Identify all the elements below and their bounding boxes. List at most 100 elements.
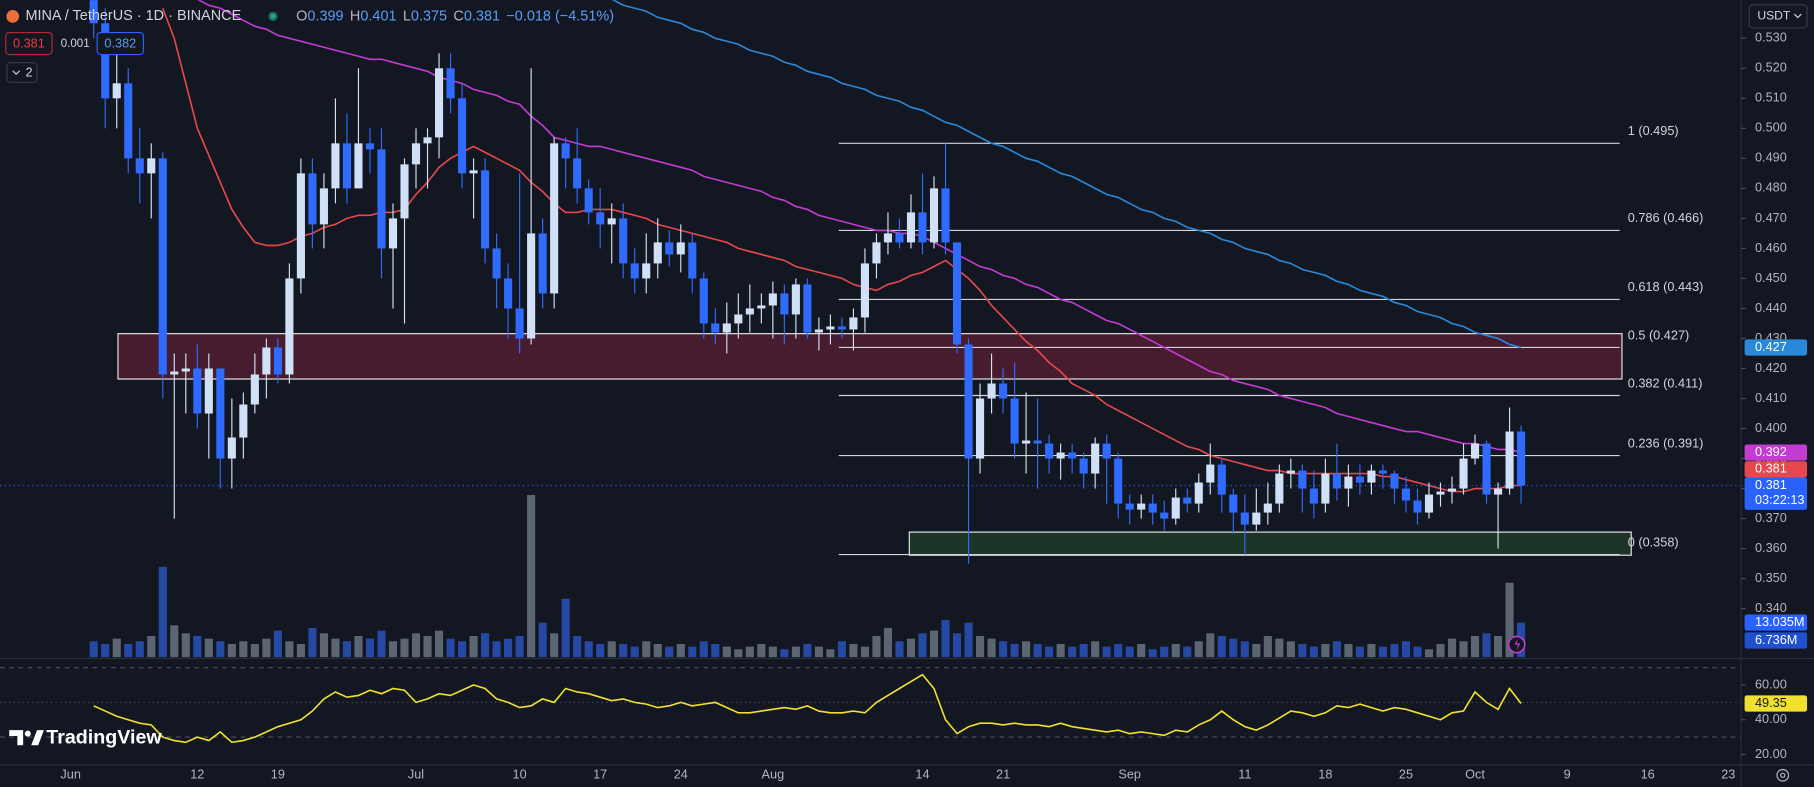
candle-body: [216, 368, 225, 459]
rsi-tick-label: 20.00: [1755, 746, 1787, 761]
candle-body: [193, 368, 202, 414]
bid-price: 0.381: [13, 35, 45, 50]
volume-bar: [1332, 641, 1341, 658]
volume-bar: [676, 643, 685, 658]
volume-bar: [1091, 641, 1100, 658]
candle-body: [849, 317, 858, 330]
volume-bar: [642, 641, 651, 658]
volume-bar: [1229, 638, 1238, 658]
settings-icon[interactable]: [1776, 768, 1790, 782]
volume-bar: [1137, 643, 1146, 658]
volume-bar: [1125, 646, 1134, 658]
x-tick-label: 23: [1721, 767, 1735, 782]
volume-bar: [101, 643, 110, 658]
candle-body: [1160, 512, 1169, 519]
candle-body: [89, 0, 98, 24]
status-dot-core: [270, 14, 276, 19]
volume-bar: [377, 630, 386, 658]
candle-body: [1137, 503, 1146, 510]
candle-body: [1033, 440, 1042, 444]
candle-body: [561, 143, 570, 159]
volume-bar: [342, 641, 351, 658]
volume-bar: [1102, 646, 1111, 658]
volume-bar: [573, 635, 582, 658]
candle-body: [757, 305, 766, 309]
volume-bar: [481, 633, 490, 658]
ma-label: 0.381: [1755, 461, 1787, 476]
volume-bar: [1401, 641, 1411, 658]
y-tick-label: 0.350: [1755, 570, 1787, 585]
indicators-toggle[interactable]: [6, 62, 38, 83]
x-tick-label: Sep: [1118, 767, 1141, 782]
candle-body: [458, 98, 467, 174]
candle-body: [895, 233, 904, 243]
x-tick-label: 14: [915, 767, 929, 782]
x-tick-label: Jun: [60, 767, 81, 782]
candle-body: [722, 323, 731, 333]
candle-body: [780, 293, 789, 315]
volume-bar: [515, 635, 524, 658]
y-tick-label: 0.370: [1755, 510, 1787, 525]
candle-body: [1470, 443, 1480, 459]
volume-bar: [411, 633, 421, 658]
volume-bar: [1367, 643, 1376, 658]
volume-bar: [976, 635, 985, 658]
candle-body: [630, 263, 639, 279]
volume-bar: [469, 635, 478, 658]
x-tick-label: Aug: [762, 767, 785, 782]
volume-bar: [630, 646, 639, 658]
volume-bar: [388, 641, 398, 658]
candle-body: [1355, 476, 1364, 483]
settings-icon-core: [1780, 772, 1786, 778]
volume-bar: [135, 641, 144, 658]
candle-body: [147, 158, 156, 174]
volume-bar: [446, 638, 455, 658]
fib-label: 0.236 (0.391): [1628, 435, 1704, 450]
currency-button[interactable]: [1748, 4, 1808, 29]
candle-body: [1091, 443, 1100, 474]
ohlc-value: 0.375: [411, 8, 447, 24]
candle-body: [319, 188, 328, 225]
countdown: 03:22:13: [1755, 492, 1805, 507]
candle-body: [1505, 431, 1514, 489]
volume-bar: [1171, 643, 1180, 658]
chevron-icon: [1793, 13, 1802, 19]
candle-body: [1413, 500, 1422, 513]
candle-body: [619, 218, 628, 264]
candle-body: [1401, 488, 1411, 501]
logo-icon: [31, 730, 44, 746]
volume-bar: [296, 643, 305, 658]
volume-bar: [504, 638, 513, 658]
candle-body: [964, 344, 973, 459]
bid-box[interactable]: [5, 31, 53, 56]
volume-bar: [181, 633, 190, 658]
volume-bar: [561, 598, 570, 658]
symbol-title[interactable]: MINA / TetherUS · 1D · BINANCE: [25, 8, 241, 24]
x-tick-label: 24: [674, 767, 688, 782]
volume-bar: [757, 643, 766, 658]
volume-bar: [538, 622, 547, 658]
candle-body: [1148, 503, 1157, 513]
candle-body: [365, 143, 375, 150]
candle-body: [388, 218, 398, 249]
spread: 0.001: [61, 38, 90, 50]
volume-bar: [872, 635, 881, 658]
candle-body: [1102, 443, 1111, 459]
candle-body: [342, 143, 351, 189]
candle-body: [860, 263, 869, 318]
volume-bar: [814, 646, 823, 658]
volume-bar: [1459, 641, 1468, 658]
volume-ma-label: 6.736M: [1755, 632, 1797, 647]
candle-body: [607, 218, 616, 225]
volume-bar: [929, 630, 939, 658]
candle-body: [699, 278, 708, 324]
candle-body: [941, 188, 950, 243]
candle-body: [1321, 473, 1330, 504]
candle-body: [250, 374, 259, 405]
candle-body: [411, 143, 421, 165]
ask-box[interactable]: [96, 31, 145, 56]
volume-bar: [1160, 646, 1169, 658]
volume-bar: [688, 646, 697, 658]
